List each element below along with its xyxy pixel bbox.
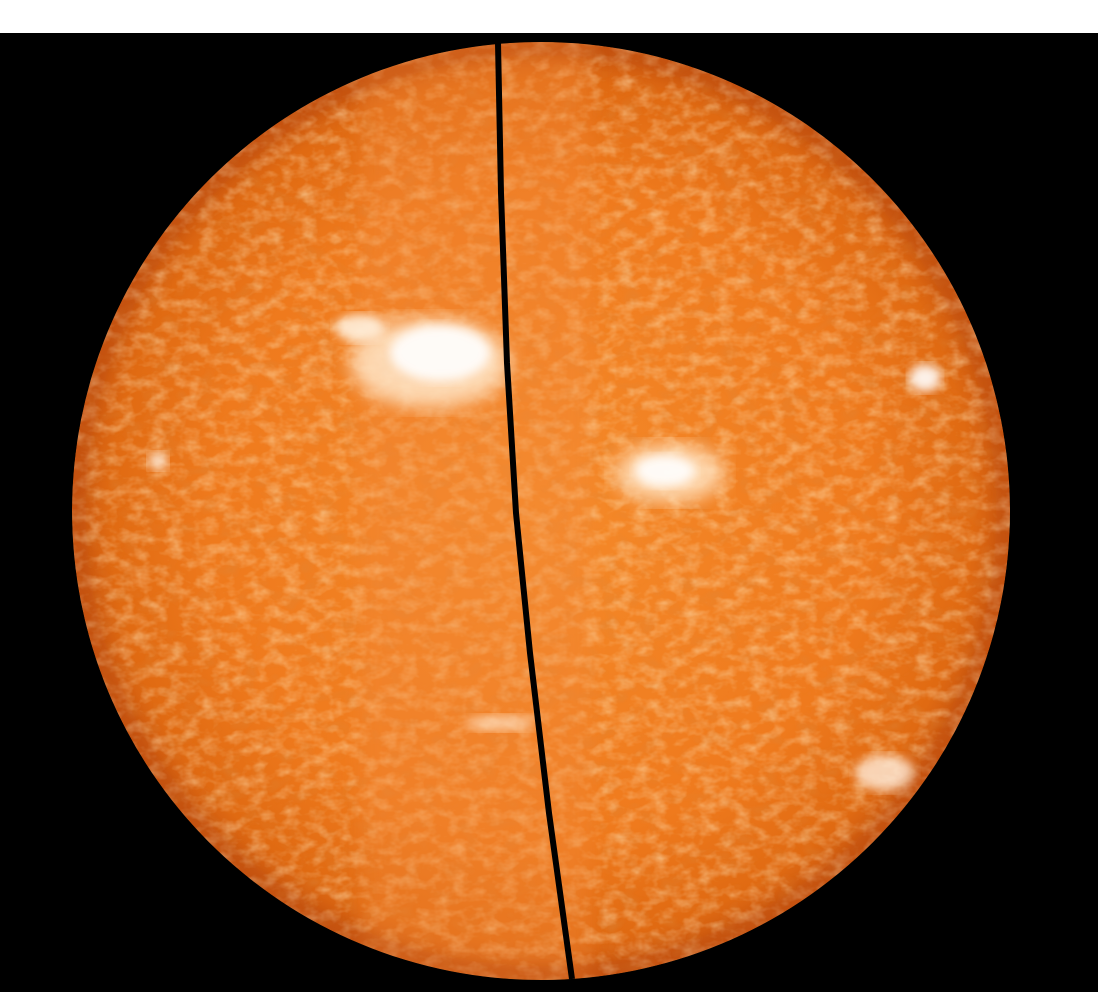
sun-image: [0, 33, 1098, 992]
active-region-upper: [335, 314, 510, 408]
bright-region-southeast: [855, 755, 915, 791]
image-frame: [0, 33, 1098, 992]
data-gap-seam: [495, 42, 575, 980]
bright-streak-south: [465, 715, 535, 731]
bright-point-east: [909, 364, 941, 392]
active-region-center: [615, 443, 725, 503]
bright-point-west: [148, 452, 168, 470]
